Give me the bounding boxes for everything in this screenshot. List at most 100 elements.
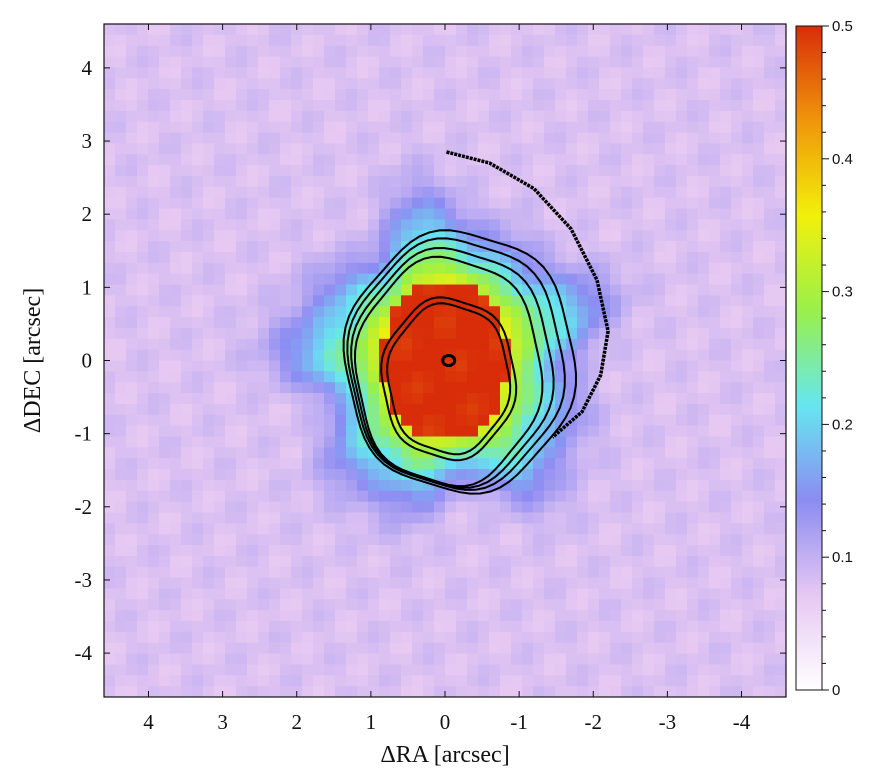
- heatmap-cell: [291, 165, 303, 177]
- heatmap-cell: [665, 99, 677, 112]
- heatmap-cell: [379, 67, 391, 79]
- heatmap-cell: [489, 230, 501, 242]
- heatmap-cell: [247, 458, 259, 470]
- heatmap-cell: [368, 143, 380, 155]
- heatmap-cell: [643, 262, 655, 275]
- heatmap-cell: [368, 327, 380, 340]
- heatmap-cell: [731, 599, 743, 611]
- heatmap-cell: [687, 371, 699, 383]
- heatmap-cell: [126, 56, 138, 69]
- heatmap-cell: [643, 284, 655, 296]
- heatmap-cell: [291, 273, 303, 286]
- heatmap-cell: [445, 262, 457, 275]
- heatmap-cell: [632, 143, 644, 155]
- heatmap-cell: [225, 555, 237, 568]
- heatmap-cell: [599, 371, 611, 383]
- heatmap-cell: [269, 631, 281, 644]
- heatmap-cell: [555, 653, 567, 666]
- heatmap-cell: [148, 664, 160, 676]
- heatmap-cell: [654, 447, 666, 459]
- heatmap-cell: [203, 262, 215, 275]
- heatmap-cell: [214, 458, 226, 470]
- heatmap-cell: [269, 490, 281, 503]
- heatmap-cell: [203, 132, 215, 144]
- heatmap-cell: [126, 621, 138, 633]
- heatmap-cell: [291, 621, 303, 633]
- heatmap-cell: [445, 631, 457, 644]
- heatmap-cell: [500, 143, 512, 155]
- heatmap-cell: [104, 534, 116, 546]
- heatmap-cell: [654, 653, 666, 666]
- heatmap-cell: [126, 382, 138, 394]
- heatmap-cell: [654, 165, 666, 177]
- heatmap-cell: [434, 545, 446, 557]
- heatmap-cell: [775, 393, 786, 405]
- heatmap-cell: [456, 121, 468, 134]
- heatmap-cell: [687, 436, 699, 448]
- heatmap-cell: [203, 479, 215, 492]
- heatmap-cell: [632, 653, 644, 666]
- heatmap-cell: [148, 197, 160, 210]
- heatmap-cell: [665, 67, 677, 79]
- heatmap-cell: [192, 621, 204, 633]
- heatmap-cell: [302, 403, 314, 416]
- heatmap-cell: [698, 479, 710, 492]
- heatmap-cell: [654, 382, 666, 394]
- heatmap-cell: [148, 349, 160, 362]
- heatmap-cell: [390, 99, 402, 112]
- heatmap-cell: [577, 469, 589, 481]
- heatmap-cell: [676, 89, 688, 101]
- heatmap-cell: [555, 349, 567, 362]
- heatmap-cell: [126, 523, 138, 535]
- heatmap-cell: [445, 110, 457, 123]
- heatmap-cell: [137, 479, 149, 492]
- heatmap-cell: [544, 99, 556, 112]
- heatmap-cell: [291, 175, 303, 188]
- heatmap-cell: [324, 110, 336, 123]
- heatmap-cell: [192, 186, 204, 199]
- heatmap-cell: [148, 447, 160, 459]
- heatmap-cell: [676, 414, 688, 427]
- heatmap-cell: [302, 89, 314, 101]
- heatmap-cell: [698, 143, 710, 155]
- heatmap-cell: [434, 447, 446, 459]
- heatmap-cell: [500, 458, 512, 470]
- heatmap-cell: [434, 425, 446, 438]
- heatmap-cell: [500, 241, 512, 253]
- heatmap-cell: [555, 273, 567, 286]
- heatmap-cell: [302, 675, 314, 687]
- heatmap-cell: [203, 501, 215, 514]
- heatmap-cell: [489, 653, 501, 666]
- heatmap-cell: [203, 110, 215, 123]
- heatmap-cell: [698, 306, 710, 318]
- heatmap-cell: [753, 56, 765, 69]
- heatmap-cell: [555, 534, 567, 546]
- heatmap-cell: [720, 686, 732, 697]
- heatmap-cell: [764, 165, 776, 177]
- heatmap-cell: [731, 631, 743, 644]
- heatmap-cell: [434, 306, 446, 318]
- heatmap-cell: [225, 121, 237, 134]
- heatmap-cell: [544, 327, 556, 340]
- heatmap-cell: [181, 555, 193, 568]
- heatmap-cell: [610, 686, 622, 697]
- heatmap-cell: [709, 686, 721, 697]
- heatmap-cell: [313, 121, 325, 134]
- heatmap-cell: [709, 447, 721, 459]
- heatmap-cell: [445, 436, 457, 448]
- heatmap-cell: [214, 306, 226, 318]
- heatmap-cell: [742, 154, 754, 166]
- heatmap-cell: [632, 599, 644, 611]
- heatmap-cell: [775, 110, 786, 123]
- heatmap-cell: [511, 56, 523, 69]
- heatmap-cell: [203, 251, 215, 264]
- heatmap-cell: [302, 458, 314, 470]
- heatmap-cell: [258, 512, 270, 524]
- heatmap-cell: [181, 67, 193, 79]
- heatmap-cell: [621, 621, 633, 633]
- heatmap-cell: [401, 588, 413, 600]
- heatmap-cell: [731, 78, 743, 90]
- heatmap-cell: [698, 262, 710, 275]
- heatmap-cell: [720, 165, 732, 177]
- heatmap-cell: [401, 154, 413, 166]
